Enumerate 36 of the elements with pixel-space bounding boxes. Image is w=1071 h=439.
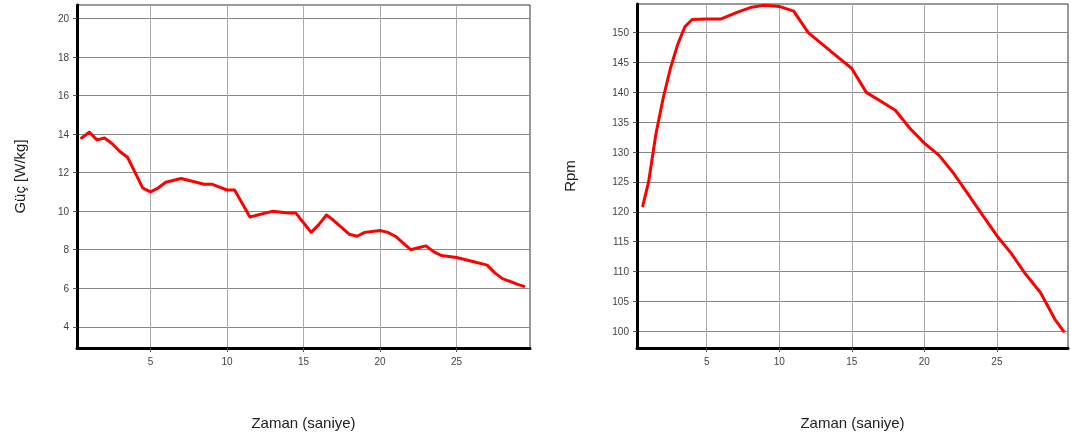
y-tick-label: 105: [612, 295, 630, 307]
x-tick-label: 25: [450, 355, 463, 367]
y-tick-label: 4: [63, 321, 70, 333]
x-tick-label: 5: [703, 355, 710, 367]
y-tick-label: 16: [57, 90, 70, 102]
y-tick-label: 20: [57, 12, 70, 24]
y-tick-label: 140: [612, 86, 630, 98]
x-axis-title: Zaman (saniye): [251, 414, 356, 431]
y-tick-label: 115: [613, 236, 630, 248]
y-tick-label: 120: [612, 206, 630, 218]
y-axis-title: Güç [W/kg]: [11, 139, 28, 214]
x-tick-label: 15: [846, 355, 858, 367]
x-tick-label: 25: [991, 355, 1003, 367]
y-tick-label: 110: [613, 266, 630, 278]
y-tick-label: 135: [612, 116, 630, 128]
x-axis-title: Zaman (saniye): [800, 414, 905, 431]
y-tick-label: 10: [57, 205, 70, 217]
y-tick-label: 12: [57, 167, 70, 179]
y-tick-label: 125: [612, 176, 630, 188]
x-tick-label: 20: [918, 355, 931, 367]
line-series: [80, 130, 526, 288]
x-tick-label: 15: [297, 355, 310, 367]
y-tick-label: 6: [63, 282, 70, 294]
x-tick-label: 20: [374, 355, 387, 367]
y-tick-label: 14: [57, 128, 70, 140]
y-tick-label: 18: [57, 51, 70, 63]
y-tick-label: 8: [63, 244, 70, 256]
y-tick-label: 130: [612, 146, 630, 158]
x-tick-label: 10: [773, 355, 786, 367]
y-tick-label: 150: [612, 27, 630, 39]
line-series: [641, 3, 1066, 333]
x-tick-label: 5: [147, 355, 154, 367]
y-axis-title: Rpm: [561, 160, 578, 192]
y-tick-label: 100: [612, 325, 630, 337]
y-tick-label: 145: [612, 57, 630, 69]
x-tick-label: 10: [221, 355, 233, 367]
